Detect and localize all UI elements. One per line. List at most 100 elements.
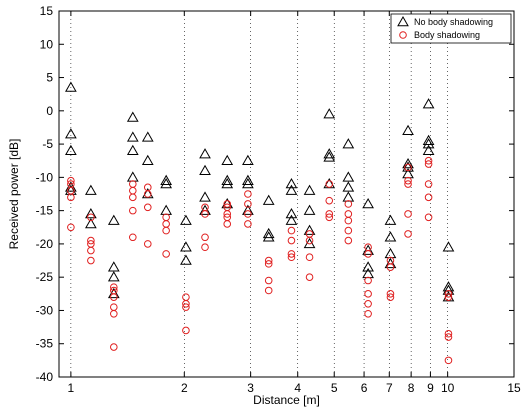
data-point-triangle: [126, 111, 139, 122]
data-point-circle: [364, 300, 372, 308]
data-point-circle: [128, 193, 137, 202]
legend-box: [390, 13, 512, 44]
data-point-circle: [264, 286, 273, 295]
data-point-triangle: [285, 207, 298, 219]
data-point-circle: [264, 276, 273, 285]
data-point-circle: [143, 240, 152, 248]
data-point-circle: [325, 196, 334, 205]
data-point-triangle: [221, 178, 234, 189]
data-point-triangle: [107, 271, 120, 282]
legend-label: Body shadowing: [414, 30, 480, 40]
data-point-triangle: [384, 231, 397, 242]
data-point-circle: [67, 223, 75, 232]
data-point-triangle: [262, 227, 275, 239]
data-point-triangle: [160, 178, 173, 189]
data-point-triangle: [422, 98, 435, 109]
data-point-circle: [424, 193, 433, 202]
data-point-circle: [244, 210, 252, 218]
data-point-circle: [201, 210, 209, 218]
data-point-triangle: [85, 217, 97, 229]
data-point-circle: [244, 190, 252, 198]
data-point-circle: [424, 156, 433, 165]
data-point-triangle: [242, 174, 254, 185]
series-body-shadowing: [67, 156, 453, 365]
data-point-circle: [305, 273, 314, 281]
data-point-circle: [110, 343, 118, 351]
data-point-circle: [110, 293, 118, 301]
data-point-circle: [325, 213, 334, 222]
data-point-triangle: [85, 184, 97, 195]
y-tick-label: 0: [46, 104, 53, 118]
data-point-triangle: [160, 174, 173, 185]
x-tick-label: 4: [294, 381, 301, 395]
data-point-circle: [223, 210, 232, 218]
data-point-circle: [182, 303, 190, 311]
data-point-triangle: [402, 158, 414, 169]
x-tick-label: 3: [247, 381, 254, 395]
series-no-body-shadowing: [65, 81, 455, 302]
y-tick-label: -40: [36, 370, 54, 384]
y-tick-label: -5: [42, 137, 53, 151]
data-point-triangle: [126, 144, 139, 155]
y-tick-label: -10: [36, 170, 54, 184]
data-point-circle: [444, 293, 453, 301]
x-tick-label: 7: [386, 381, 393, 395]
data-point-circle: [404, 163, 412, 172]
data-point-triangle: [141, 131, 154, 142]
data-point-triangle: [180, 214, 192, 225]
data-point-triangle: [303, 204, 316, 215]
data-point-triangle: [362, 261, 374, 272]
data-point-circle: [404, 176, 412, 185]
data-point-triangle: [221, 154, 234, 165]
data-point-triangle: [262, 194, 275, 205]
data-point-circle: [264, 256, 273, 265]
data-point-circle: [87, 236, 95, 245]
y-tick-label: -25: [36, 270, 54, 284]
data-point-triangle: [180, 241, 192, 252]
data-point-triangle: [242, 178, 254, 189]
data-point-circle: [404, 180, 412, 188]
data-point-triangle: [141, 154, 154, 165]
data-point-triangle: [402, 124, 414, 136]
data-point-circle: [344, 226, 353, 235]
data-point-circle: [325, 210, 334, 218]
data-point-circle: [364, 250, 372, 258]
data-point-circle: [264, 260, 273, 268]
data-point-triangle: [303, 184, 316, 195]
data-point-circle: [386, 263, 395, 272]
data-point-triangle: [242, 204, 254, 215]
data-point-triangle: [342, 138, 355, 149]
x-tick-label: 1: [68, 381, 75, 395]
data-point-circle: [182, 300, 190, 308]
y-tick-label: -30: [36, 303, 54, 317]
data-point-circle: [364, 276, 372, 285]
data-point-triangle: [85, 207, 97, 219]
data-point-triangle: [342, 181, 355, 192]
y-tick-label: -35: [36, 337, 54, 351]
x-tick-label: 9: [427, 381, 434, 395]
data-point-circle: [287, 226, 296, 235]
data-point-triangle: [323, 151, 336, 162]
data-point-circle: [444, 333, 453, 341]
data-point-triangle: [107, 261, 120, 272]
data-point-triangle: [199, 164, 211, 175]
data-point-triangle: [384, 214, 397, 225]
data-point-circle: [223, 220, 232, 228]
x-tick-label: 2: [181, 381, 188, 395]
data-point-circle: [67, 176, 75, 185]
data-point-triangle: [303, 224, 316, 235]
x-axis-label: Distance [m]: [253, 393, 320, 407]
data-point-circle: [162, 250, 170, 258]
data-point-triangle: [285, 178, 298, 189]
data-point-triangle: [126, 131, 139, 142]
data-point-circle: [244, 220, 252, 228]
legend-marker-triangle: [397, 15, 409, 27]
data-point-triangle: [323, 148, 336, 159]
data-point-circle: [344, 200, 353, 208]
data-point-circle: [344, 236, 353, 245]
data-point-circle: [404, 210, 412, 218]
data-point-circle: [404, 230, 412, 238]
data-markers: [65, 81, 455, 365]
data-point-circle: [386, 290, 395, 298]
data-point-circle: [364, 309, 372, 318]
